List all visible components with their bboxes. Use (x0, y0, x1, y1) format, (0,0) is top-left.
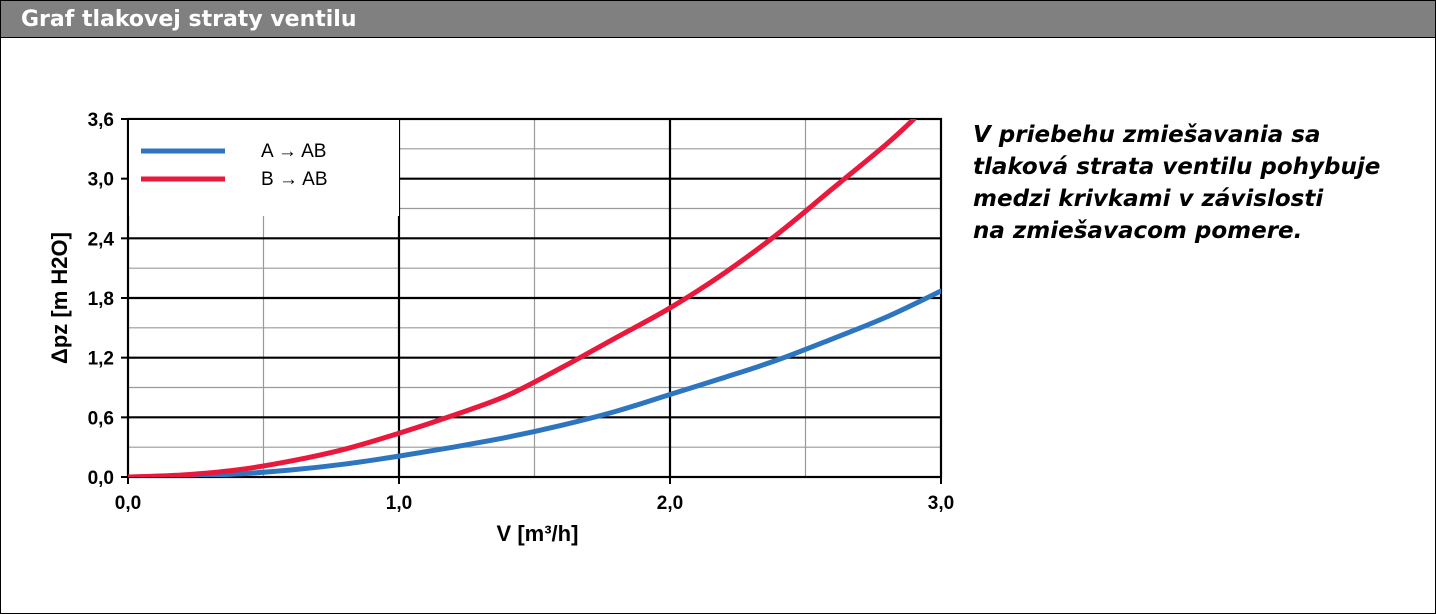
y-tick-label: 0,0 (88, 468, 114, 489)
y-axis-label: Δpz [m H2O] (47, 232, 72, 364)
panel-title: Graf tlakovej straty ventilu (21, 7, 357, 32)
note-line-1: V priebehu zmiešavania sa (973, 122, 1321, 148)
panel-header: Graf tlakovej straty ventilu (1, 1, 1435, 38)
pressure-loss-chart: 0,0 0,6 1,2 1,8 2,4 3,0 3,6 0,0 1,0 2,0 3,0 V [m³/h… (47, 110, 954, 546)
legend-box (129, 120, 399, 216)
x-tick-label: 3,0 (928, 493, 954, 514)
x-tick-label: 1,0 (386, 493, 412, 514)
note-line-4: na zmiešavacom pomere. (973, 218, 1303, 244)
legend-label: A → AB (261, 141, 326, 162)
y-tick-label: 3,6 (88, 110, 114, 131)
y-tick-label: 1,8 (88, 289, 114, 310)
y-tick-label: 1,2 (88, 349, 114, 370)
y-tick-label: 2,4 (88, 229, 115, 250)
x-tick-label: 2,0 (657, 493, 683, 514)
legend-label: B → AB (261, 169, 328, 190)
y-tick-label: 3,0 (88, 170, 114, 191)
series-line (128, 119, 917, 477)
mixing-note: V priebehu zmiešavania sa tlaková strata… (973, 119, 1413, 247)
note-line-2: tlaková strata ventilu pohybuje (973, 154, 1381, 180)
series-line (128, 288, 941, 477)
note-line-3: medzi krivkami v závislosti (973, 186, 1324, 212)
x-tick-label: 0,0 (115, 493, 141, 514)
y-tick-label: 0,6 (88, 408, 114, 429)
x-axis-label: V [m³/h] (497, 521, 579, 546)
